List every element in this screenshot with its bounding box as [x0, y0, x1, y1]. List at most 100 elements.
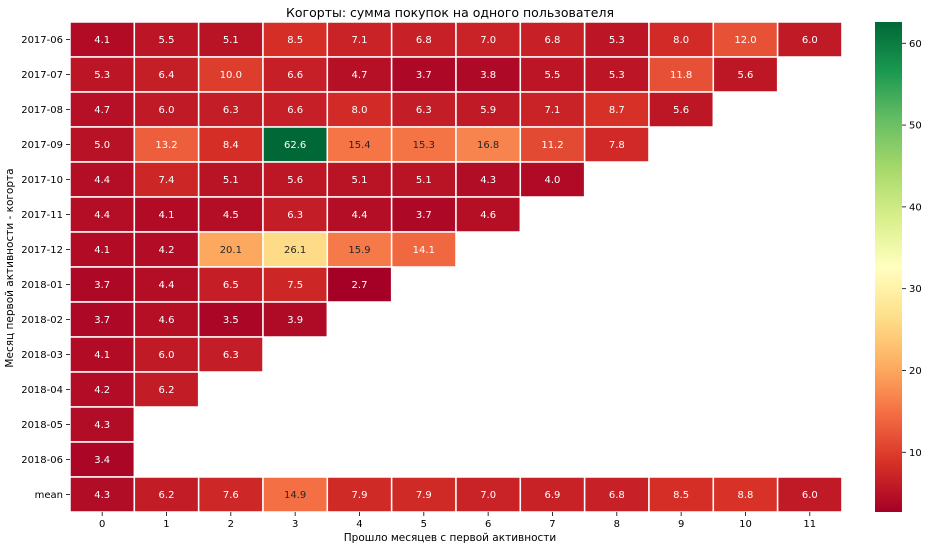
heatmap-cell — [262, 231, 329, 268]
cell-label: 4.1 — [94, 245, 110, 256]
cell-label: 8.0 — [352, 105, 368, 116]
y-tick-label: 2017-07 — [21, 70, 63, 81]
heatmap-cell — [133, 56, 200, 93]
cell-label: 6.8 — [545, 35, 561, 46]
cell-label: 5.6 — [673, 105, 689, 116]
cell-label: 3.5 — [223, 315, 239, 326]
cell-label: 5.5 — [159, 35, 175, 46]
heatmap-cell — [326, 56, 393, 93]
cell-label: 6.0 — [802, 490, 818, 501]
cell-label: 7.1 — [352, 35, 368, 46]
colorbar-tick-label: 40 — [909, 202, 922, 213]
x-tick-label: 3 — [292, 519, 298, 530]
cell-label: 14.9 — [284, 490, 306, 501]
heatmap-cell — [69, 196, 136, 233]
x-tick-label: 1 — [163, 519, 169, 530]
cell-label: 6.0 — [802, 35, 818, 46]
cell-label: 6.3 — [223, 105, 239, 116]
heatmap-cell — [519, 21, 586, 58]
heatmap-cell — [455, 56, 522, 93]
cell-label: 4.6 — [159, 315, 175, 326]
cell-label: 4.7 — [94, 105, 110, 116]
cell-label: 5.0 — [94, 140, 110, 151]
cell-label: 3.7 — [94, 315, 110, 326]
cell-label: 7.9 — [352, 490, 368, 501]
colorbar-ticks: 10 20 30 40 50 60 — [902, 39, 922, 459]
cell-annotations: 4.1 5.5 5.1 8.5 7.1 6.8 7.0 6.8 5.3 8.0 12.0 6.0 5.3… — [94, 35, 818, 501]
cell-label: 7.8 — [609, 140, 625, 151]
cell-label: 3.7 — [416, 210, 432, 221]
heatmap-cell — [262, 56, 329, 93]
cell-label: 6.8 — [416, 35, 432, 46]
heatmap-cell — [648, 476, 715, 513]
cell-label: 4.4 — [94, 175, 110, 186]
heatmap-cell — [69, 441, 136, 478]
chart-title: Когорты: сумма покупок на одного пользов… — [286, 5, 614, 20]
cell-label: 12.0 — [734, 35, 756, 46]
heatmap-cell — [648, 56, 715, 93]
y-tick-label: 2018-05 — [21, 420, 63, 431]
heatmap-cell — [133, 371, 200, 408]
cell-label: 16.8 — [477, 140, 499, 151]
heatmap-cell — [390, 476, 457, 513]
cell-label: 7.9 — [416, 490, 432, 501]
cell-label: 6.3 — [287, 210, 303, 221]
y-tick-label: 2017-08 — [21, 105, 63, 116]
heatmap-cell — [519, 476, 586, 513]
heatmap-cell — [197, 476, 264, 513]
cell-label: 8.5 — [287, 35, 303, 46]
cell-label: 6.4 — [159, 70, 175, 81]
cell-label: 11.8 — [670, 70, 692, 81]
cell-label: 20.1 — [220, 245, 242, 256]
x-tick-label: 2 — [228, 519, 234, 530]
cell-label: 3.9 — [287, 315, 303, 326]
cell-label: 5.3 — [609, 35, 625, 46]
heatmap-cell — [69, 336, 136, 373]
cell-label: 5.9 — [480, 105, 496, 116]
y-tick-label: 2018-04 — [21, 385, 63, 396]
heatmap-cell — [519, 91, 586, 128]
cell-label: 4.7 — [352, 70, 368, 81]
cell-label: 2.7 — [352, 280, 368, 291]
cell-label: 4.1 — [159, 210, 175, 221]
heatmap-cell — [133, 476, 200, 513]
cell-label: 8.4 — [223, 140, 239, 151]
colorbar-tick-label: 20 — [909, 366, 922, 377]
y-tick-label: 2017-11 — [21, 210, 63, 221]
heatmap-cell — [133, 336, 200, 373]
cell-label: 7.4 — [159, 175, 175, 186]
cell-label: 6.6 — [287, 105, 303, 116]
heatmap-cell — [262, 161, 329, 198]
cell-label: 4.3 — [94, 420, 110, 431]
cell-label: 3.7 — [94, 280, 110, 291]
x-tick-label: 11 — [803, 519, 816, 530]
cell-label: 26.1 — [284, 245, 306, 256]
heatmap-cell — [776, 21, 843, 58]
cell-label: 6.6 — [287, 70, 303, 81]
heatmap-cell — [455, 196, 522, 233]
cell-label: 4.1 — [94, 35, 110, 46]
y-axis-label: Месяц первой активности - когорта — [4, 168, 16, 367]
cell-label: 8.5 — [673, 490, 689, 501]
y-axis: 2017-06 2017-07 2017-08 2017-09 2017-10 2017-… — [21, 35, 70, 501]
cell-label: 4.5 — [223, 210, 239, 221]
cell-label: 14.1 — [413, 245, 435, 256]
cell-label: 5.6 — [287, 175, 303, 186]
colorbar — [875, 22, 902, 512]
y-tick-label: 2018-03 — [21, 350, 63, 361]
cell-label: 4.4 — [352, 210, 368, 221]
cell-label: 7.6 — [223, 490, 239, 501]
cell-label: 8.0 — [673, 35, 689, 46]
cell-label: 8.7 — [609, 105, 625, 116]
cell-label: 4.2 — [94, 385, 110, 396]
cell-label: 5.3 — [94, 70, 110, 81]
heatmap-cell — [776, 476, 843, 513]
cell-label: 4.4 — [94, 210, 110, 221]
x-axis-label: Прошло месяцев с первой активности — [344, 532, 556, 544]
cell-label: 4.3 — [480, 175, 496, 186]
heatmap-cell — [583, 126, 650, 163]
heatmap-cells — [69, 21, 843, 513]
cell-label: 6.3 — [223, 350, 239, 361]
x-tick-label: 0 — [99, 519, 105, 530]
